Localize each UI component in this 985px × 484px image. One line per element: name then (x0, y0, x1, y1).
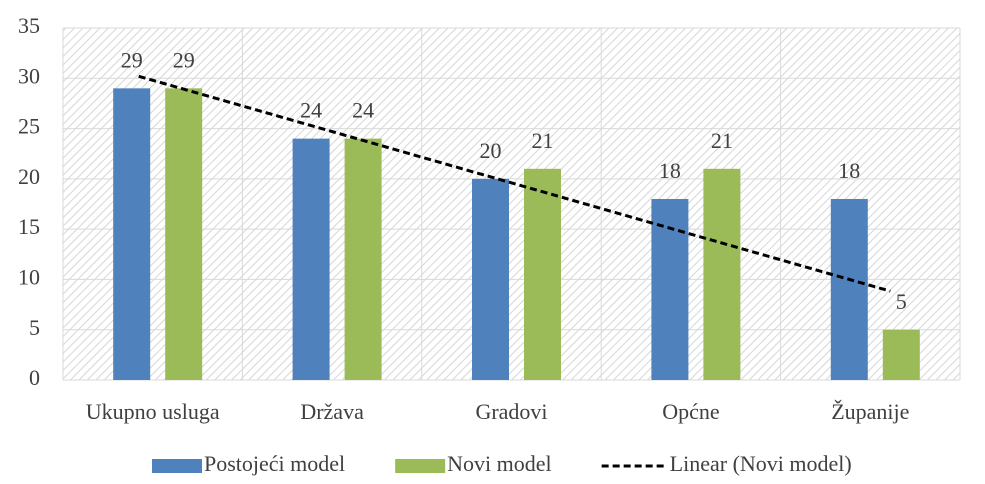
y-tick-label: 25 (18, 114, 40, 139)
data-label: 21 (532, 128, 554, 153)
bar (344, 138, 382, 380)
data-label: 29 (173, 47, 195, 72)
data-label: 18 (659, 158, 681, 183)
bar (292, 138, 330, 380)
bar (651, 198, 689, 380)
y-tick-label: 5 (29, 315, 40, 340)
bar (113, 88, 151, 380)
y-tick-label: 15 (18, 214, 40, 239)
legend-swatch (395, 459, 446, 473)
legend-label: Novi model (447, 451, 552, 476)
plot-area (63, 28, 960, 380)
bar (703, 168, 741, 380)
bar (524, 168, 561, 380)
x-tick-label: Županije (831, 399, 909, 424)
bar (165, 88, 203, 380)
y-tick-label: 0 (29, 365, 40, 390)
data-label: 5 (896, 289, 907, 314)
x-tick-label: Ukupno usluga (86, 399, 220, 424)
data-label: 18 (838, 158, 860, 183)
data-label: 29 (121, 47, 143, 72)
x-tick-label: Država (300, 399, 364, 424)
data-label: 24 (352, 98, 374, 123)
y-tick-label: 10 (18, 264, 40, 289)
legend-swatch (152, 459, 202, 473)
x-tick-label: Općne (662, 399, 719, 424)
legend-label: Linear (Novi model) (670, 451, 852, 476)
data-label: 20 (480, 138, 502, 163)
data-label: 24 (300, 98, 322, 123)
bar (830, 198, 868, 380)
legend-label: Postojeći model (204, 451, 345, 476)
y-tick-label: 30 (18, 63, 40, 88)
bar (472, 178, 509, 380)
bar (882, 329, 920, 380)
y-tick-label: 35 (18, 13, 40, 38)
trendline (138, 74, 891, 293)
x-tick-label: Gradovi (475, 399, 547, 424)
y-tick-label: 20 (18, 164, 40, 189)
data-label: 21 (711, 128, 733, 153)
